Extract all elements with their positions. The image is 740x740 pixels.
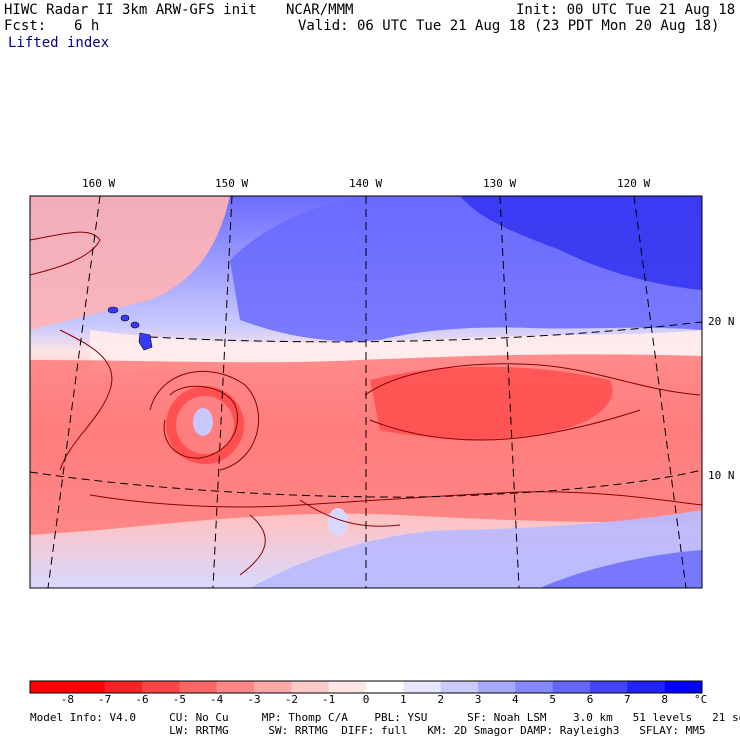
colorbar-swatch <box>67 681 106 693</box>
fcst-label: Fcst: <box>4 18 47 34</box>
lon-label-160w: 160 W <box>82 177 116 190</box>
lat-label-20n: 20 N <box>708 315 735 328</box>
meridian-130w <box>499 196 520 588</box>
valid-time: Valid: 06 UTC Tue 21 Aug 18 (23 PDT Mon … <box>298 18 720 34</box>
colorbar-swatch <box>515 681 554 693</box>
contour-line <box>163 385 239 459</box>
contour-line <box>89 491 702 508</box>
colorbar-tick-label: -2 <box>284 693 298 706</box>
colorbar-tick-label: 0 <box>362 693 370 706</box>
colorbar-tick-label: 1 <box>400 693 407 706</box>
colorbar-tick-label: -6 <box>135 693 149 706</box>
map-border <box>29 195 703 589</box>
parallel-20n <box>149 321 702 343</box>
colorbar-swatch <box>403 681 442 693</box>
colorbar-tick-label: 7 <box>624 693 631 706</box>
colorbar-tick-label: 2 <box>437 693 444 706</box>
island-oahu <box>120 314 130 322</box>
parallel-10n <box>30 469 702 498</box>
colorbar-swatch <box>179 681 218 693</box>
colorbar-tick-label: -7 <box>98 693 112 706</box>
hurricane-eye <box>193 408 213 436</box>
meridian-120w <box>633 196 687 588</box>
colorbar-swatch <box>664 681 703 693</box>
contour-line <box>59 329 113 471</box>
transition-band <box>90 330 702 372</box>
meridian-150w <box>212 196 233 588</box>
colorbar-swatch <box>552 681 591 693</box>
contour-line <box>364 363 701 396</box>
very-stable-core <box>460 196 702 290</box>
colorbar-swatch <box>254 681 292 693</box>
colorbar-swatch <box>216 681 255 693</box>
stable-region-south <box>250 510 702 588</box>
colorbar-swatch <box>30 681 68 693</box>
unstable-core-east <box>370 366 613 440</box>
stable-core-southeast <box>540 550 702 588</box>
lat-label-10n: 10 N <box>708 469 735 482</box>
island-maui <box>130 321 140 329</box>
colorbar-swatch <box>590 681 628 693</box>
contour-line <box>299 499 401 527</box>
colorbar-tick-label: 4 <box>512 693 519 706</box>
colorbar-tick-label: 3 <box>474 693 482 706</box>
colorbar-tick-label: -1 <box>322 693 336 706</box>
colorbar-swatch <box>328 681 367 693</box>
lon-label-140w: 140 W <box>349 177 383 190</box>
colorbar-swatch <box>627 681 666 693</box>
lon-label-150w: 150 W <box>215 177 249 190</box>
colorbar-swatch <box>142 681 180 693</box>
fcst-value: 6 h <box>74 18 100 34</box>
colorbar-swatch <box>478 681 516 693</box>
island-kauai <box>107 306 119 314</box>
lon-label-120w: 120 W <box>617 177 651 190</box>
colorbar-swatch <box>440 681 479 693</box>
colorbar-tick-label: 5 <box>549 693 556 706</box>
colorbar-tick-label: -4 <box>210 693 224 706</box>
colorbar-tick-label: 6 <box>586 693 594 706</box>
model-info-line1: Model Info: V4.0 CU: No Cu MP: Thomp C/A… <box>30 711 740 724</box>
colorbar-unit: °C <box>694 693 708 706</box>
contour-line <box>239 514 266 576</box>
colorbar-tick-label: -5 <box>172 693 186 706</box>
stable-patch <box>328 508 348 536</box>
model-info-line2: LW: RRTMG SW: RRTMG DIFF: full KM: 2D Sm… <box>30 724 706 737</box>
contour-line <box>149 370 260 471</box>
colorbar-tick-label: -3 <box>247 693 261 706</box>
init-time: Init: 00 UTC Tue 21 Aug 18 <box>516 2 736 18</box>
hurricane-ring <box>166 386 244 464</box>
meridian-160w <box>47 196 101 588</box>
model-title: HIWC Radar II 3km ARW-GFS init <box>4 2 257 18</box>
colorbar-tick-label: -8 <box>60 693 74 706</box>
lon-label-130w: 130 W <box>483 177 517 190</box>
colorbar-swatch <box>104 681 143 693</box>
island-hawaii <box>138 332 153 351</box>
colorbar-tick-label: 8 <box>661 693 668 706</box>
colorbar-swatch <box>291 681 330 693</box>
unstable-region-northwest <box>30 196 230 330</box>
field-name: Lifted index <box>8 35 110 51</box>
colorbar-swatch <box>366 681 404 693</box>
org-label: NCAR/MMM <box>286 2 354 18</box>
contour-line <box>30 231 101 276</box>
contour-line <box>369 409 641 441</box>
